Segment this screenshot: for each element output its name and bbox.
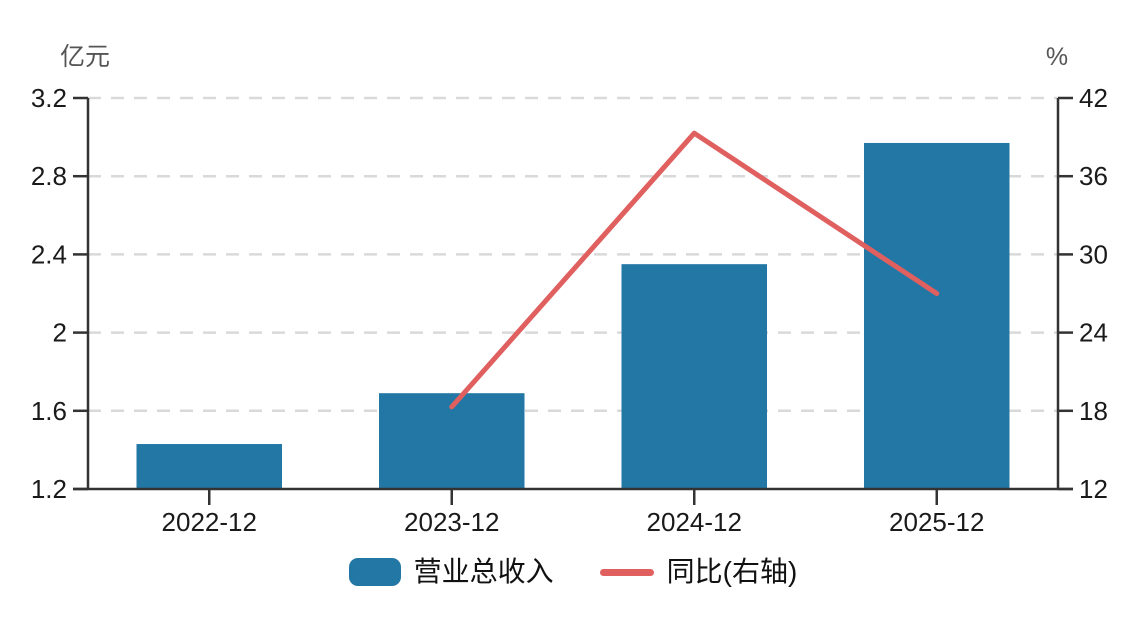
right-axis-unit-label: % [1046,43,1068,71]
yoy-line [449,130,940,410]
revenue-bar-2025-12 [864,142,1010,489]
legend-label-yoy: 同比(右轴) [666,556,798,587]
revenue-bar-2024-12 [621,264,767,489]
left-axis-tick-label: 1.2 [31,474,67,504]
left-axis-tick-label: 1.6 [31,396,67,426]
x-axis-tick-label: 2024-12 [647,507,742,537]
legend-item-revenue[interactable]: 营业总收入 [348,556,554,587]
left-axis-tick-label: 2 [53,318,67,348]
x-axis-tick-label: 2025-12 [889,507,984,537]
chart-legend: 营业总收入 同比(右轴) [0,546,1146,598]
left-axis-tick-label: 2.4 [31,239,67,269]
revenue-bar-swatch [348,558,401,586]
chart-canvas: 亿元 % 1.2 1.6 2 2.4 2.8 3.2 12 18 24 30 36 42 2022-12… [31,43,1108,537]
left-axis-tick-label: 3.2 [31,83,67,113]
legend-item-yoy[interactable]: 同比(右轴) [599,556,798,587]
legend-label-revenue: 营业总收入 [413,556,554,587]
right-axis-tick-label: 18 [1079,396,1108,426]
right-axis-tick-label: 12 [1079,474,1108,504]
x-axis-tick-label: 2023-12 [404,507,499,537]
right-axis-tick-label: 30 [1079,239,1108,269]
yoy-line-swatch [599,568,654,576]
left-axis-tick-label: 2.8 [31,161,67,191]
revenue-bar-2022-12 [136,444,282,489]
right-axis-tick-label: 36 [1079,161,1108,191]
right-axis-tick-label: 42 [1079,83,1108,113]
left-axis-unit-label: 亿元 [60,43,110,71]
x-axis-tick-label: 2022-12 [162,507,257,537]
right-axis-tick-label: 24 [1079,318,1108,348]
